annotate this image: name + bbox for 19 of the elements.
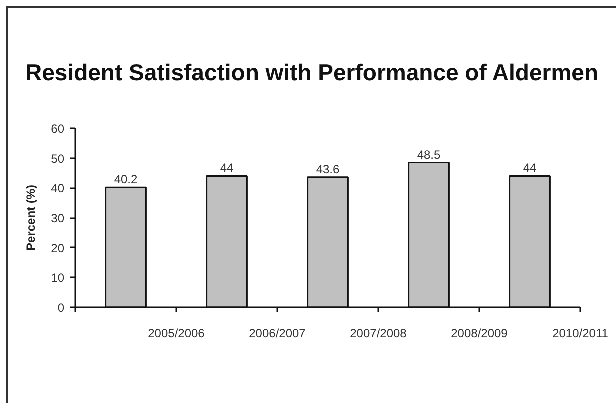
- data-label: 44: [523, 161, 537, 176]
- y-tick-label: 10: [51, 271, 65, 286]
- data-label: 44: [220, 161, 234, 176]
- y-tick-label: 20: [51, 241, 65, 256]
- y-tick-label: 60: [51, 122, 65, 136]
- data-label: 48.5: [417, 148, 442, 162]
- y-tick-label: 0: [58, 301, 65, 315]
- y-tick-label: 50: [51, 152, 65, 166]
- x-tick-label: 2006/2007: [249, 326, 306, 340]
- y-axis-title: Percent (%): [24, 184, 38, 252]
- x-tick-label: 2005/2006: [148, 326, 206, 340]
- chart-title: Resident Satisfaction with Performance of Aldermen: [26, 60, 598, 86]
- x-tick-label: 2007/2008: [350, 326, 408, 340]
- x-tick-label: 2008/2009: [451, 326, 508, 340]
- x-tick-label: 2010/2011: [552, 326, 609, 340]
- y-tick-label: 30: [51, 212, 65, 226]
- data-label: 40.2: [114, 172, 138, 187]
- y-tick-label: 40: [51, 182, 65, 196]
- data-label: 43.6: [316, 162, 340, 176]
